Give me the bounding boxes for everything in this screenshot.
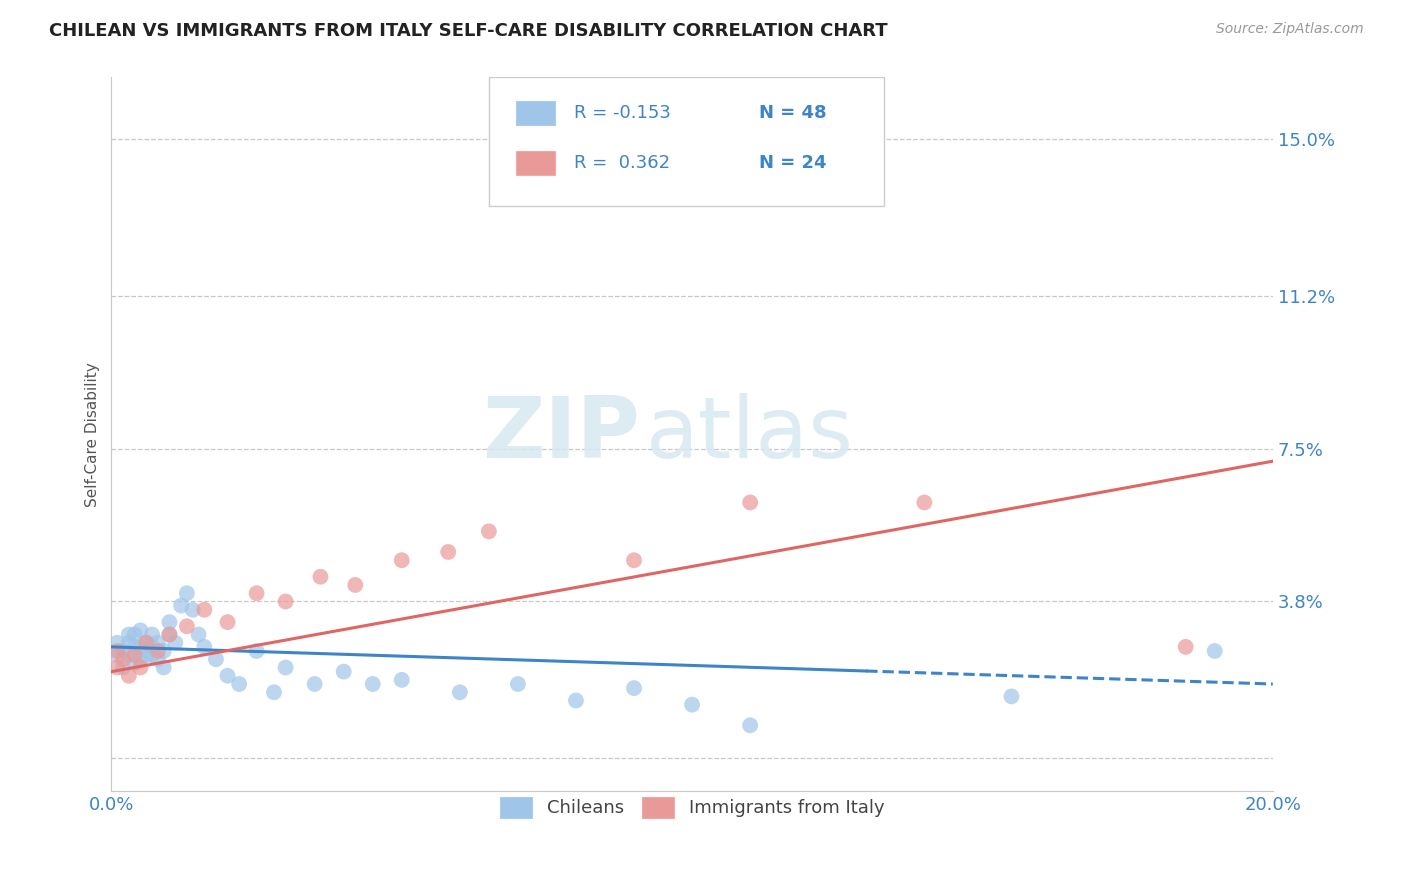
- Point: [274, 660, 297, 674]
- Point: [170, 599, 193, 613]
- Point: [111, 660, 134, 674]
- Point: [124, 640, 146, 654]
- Point: [129, 624, 152, 638]
- Point: [176, 619, 198, 633]
- Point: [536, 140, 558, 154]
- Point: [391, 673, 413, 687]
- Point: [176, 586, 198, 600]
- Point: [159, 627, 181, 641]
- Point: [245, 644, 267, 658]
- Point: [146, 652, 169, 666]
- Point: [912, 495, 935, 509]
- Point: [135, 636, 157, 650]
- Point: [146, 636, 169, 650]
- Point: [478, 524, 501, 539]
- Point: [1174, 640, 1197, 654]
- Point: [740, 718, 762, 732]
- Point: [141, 627, 163, 641]
- Point: [623, 681, 645, 695]
- Point: [105, 648, 128, 662]
- Point: [141, 648, 163, 662]
- Point: [344, 578, 367, 592]
- Point: [565, 693, 588, 707]
- Point: [623, 553, 645, 567]
- Point: [506, 677, 529, 691]
- Point: [217, 615, 239, 629]
- Point: [1000, 690, 1022, 704]
- Point: [118, 669, 141, 683]
- Point: [146, 644, 169, 658]
- Point: [1204, 644, 1226, 658]
- Point: [111, 652, 134, 666]
- Text: CHILEAN VS IMMIGRANTS FROM ITALY SELF-CARE DISABILITY CORRELATION CHART: CHILEAN VS IMMIGRANTS FROM ITALY SELF-CA…: [49, 22, 887, 40]
- Point: [332, 665, 354, 679]
- FancyBboxPatch shape: [516, 101, 555, 125]
- Point: [309, 570, 332, 584]
- Point: [105, 660, 128, 674]
- Text: ZIP: ZIP: [482, 392, 640, 475]
- Point: [391, 553, 413, 567]
- Point: [217, 669, 239, 683]
- Legend: Chileans, Immigrants from Italy: Chileans, Immigrants from Italy: [492, 789, 891, 825]
- Point: [124, 648, 146, 662]
- Point: [159, 627, 181, 641]
- Point: [129, 660, 152, 674]
- Text: R =  0.362: R = 0.362: [574, 154, 669, 172]
- Point: [193, 640, 215, 654]
- Point: [105, 644, 128, 658]
- Y-axis label: Self-Care Disability: Self-Care Disability: [86, 362, 100, 507]
- Text: atlas: atlas: [645, 392, 853, 475]
- Point: [152, 644, 174, 658]
- Point: [152, 660, 174, 674]
- Point: [263, 685, 285, 699]
- Point: [181, 603, 204, 617]
- Point: [449, 685, 471, 699]
- Point: [437, 545, 460, 559]
- Point: [141, 640, 163, 654]
- Point: [105, 636, 128, 650]
- Point: [135, 648, 157, 662]
- Text: N = 24: N = 24: [759, 154, 827, 172]
- Point: [135, 636, 157, 650]
- Point: [740, 495, 762, 509]
- Point: [118, 636, 141, 650]
- Point: [129, 640, 152, 654]
- Point: [129, 652, 152, 666]
- FancyBboxPatch shape: [516, 151, 555, 175]
- Point: [124, 657, 146, 671]
- Point: [111, 644, 134, 658]
- Point: [165, 636, 187, 650]
- FancyBboxPatch shape: [489, 78, 884, 206]
- Text: R = -0.153: R = -0.153: [574, 104, 671, 122]
- Text: Source: ZipAtlas.com: Source: ZipAtlas.com: [1216, 22, 1364, 37]
- Point: [193, 603, 215, 617]
- Point: [228, 677, 250, 691]
- Point: [118, 627, 141, 641]
- Point: [187, 627, 209, 641]
- Point: [361, 677, 384, 691]
- Point: [681, 698, 703, 712]
- Point: [274, 594, 297, 608]
- Point: [124, 627, 146, 641]
- Point: [118, 648, 141, 662]
- Text: N = 48: N = 48: [759, 104, 827, 122]
- Point: [205, 652, 228, 666]
- Point: [159, 615, 181, 629]
- Point: [304, 677, 326, 691]
- Point: [245, 586, 267, 600]
